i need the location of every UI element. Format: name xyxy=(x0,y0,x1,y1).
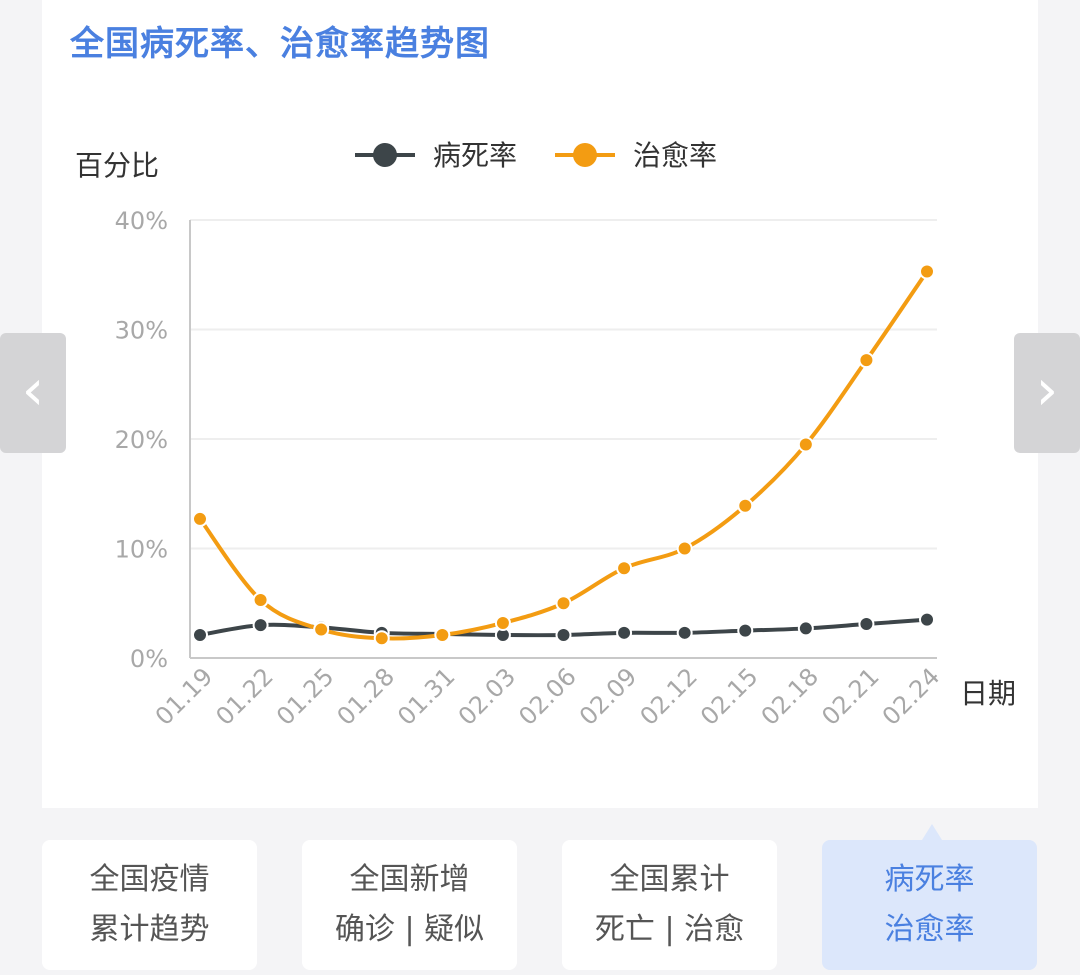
tab-label: 累计趋势 xyxy=(89,912,210,947)
x-tick-label: 02.15 xyxy=(695,662,763,730)
legend-label: 病死率 xyxy=(433,139,517,172)
x-tick-label: 02.09 xyxy=(574,662,642,730)
x-tick-label: 01.25 xyxy=(271,662,339,730)
tab-rates[interactable]: 病死率 治愈率 xyxy=(822,840,1037,970)
data-point xyxy=(313,621,330,638)
data-point xyxy=(737,497,754,514)
tab-label: 病死率 xyxy=(884,862,975,897)
data-point xyxy=(252,617,269,634)
data-point xyxy=(858,616,875,633)
y-tick-label: 0% xyxy=(130,645,168,673)
tab-label: 治愈率 xyxy=(884,912,975,947)
data-point xyxy=(555,627,572,644)
x-tick-label: 02.03 xyxy=(453,662,521,730)
y-axis-title: 百分比 xyxy=(75,149,159,182)
data-point xyxy=(616,624,633,641)
chevron-left-icon: ‹ xyxy=(21,358,45,423)
x-tick-label: 02.06 xyxy=(513,662,581,730)
data-point xyxy=(434,627,451,644)
data-point xyxy=(373,630,390,647)
data-point xyxy=(676,624,693,641)
y-tick-label: 20% xyxy=(115,426,168,454)
data-point xyxy=(919,611,935,628)
tab-label: 死亡 | 治愈 xyxy=(594,912,745,947)
tab-label: 确诊 | 疑似 xyxy=(334,912,485,947)
data-point xyxy=(858,352,875,369)
data-point xyxy=(676,540,693,557)
series-line xyxy=(198,270,929,641)
prev-chart-button[interactable]: ‹ xyxy=(0,333,66,453)
data-point xyxy=(192,627,208,644)
page-title: 全国病死率、治愈率趋势图 xyxy=(70,24,490,64)
y-tick-label: 30% xyxy=(115,317,168,345)
data-point xyxy=(737,622,754,639)
data-point xyxy=(192,510,208,527)
x-tick-label: 01.22 xyxy=(210,662,278,730)
x-tick-label: 02.18 xyxy=(756,662,824,730)
chart-card xyxy=(42,0,1038,808)
x-tick-label: 01.28 xyxy=(332,662,400,730)
active-tab-pointer xyxy=(922,824,942,840)
x-tick-label: 02.12 xyxy=(635,662,703,730)
y-tick-label: 10% xyxy=(115,536,168,564)
x-tick-label: 01.31 xyxy=(392,662,460,730)
data-point xyxy=(797,436,814,453)
tab-label: 全国新增 xyxy=(349,862,470,897)
tab-new-cases[interactable]: 全国新增确诊 | 疑似 xyxy=(302,840,517,970)
legend-marker xyxy=(373,143,397,167)
tab-label: 全国累计 xyxy=(609,862,730,897)
chevron-right-icon: › xyxy=(1035,358,1059,423)
x-axis-title: 日期 xyxy=(960,677,1016,710)
tab-label: 全国疫情 xyxy=(89,862,210,897)
x-tick-label: 02.21 xyxy=(816,662,884,730)
next-chart-button[interactable]: › xyxy=(1014,333,1080,453)
data-point xyxy=(555,595,572,612)
tab-cumulative-trend[interactable]: 全国疫情 累计趋势 xyxy=(42,840,257,970)
data-point xyxy=(797,620,814,637)
data-point xyxy=(494,614,511,631)
data-point xyxy=(616,560,633,577)
legend-label: 治愈率 xyxy=(633,139,717,172)
x-tick-label: 02.24 xyxy=(877,662,945,730)
data-point xyxy=(919,263,935,280)
line-chart: 0%10%20%30%40%01.1901.2201.2501.2801.310… xyxy=(75,139,1016,731)
y-tick-label: 40% xyxy=(115,207,168,235)
tab-deaths-cures[interactable]: 全国累计死亡 | 治愈 xyxy=(562,840,777,970)
data-point xyxy=(252,591,269,608)
legend-marker xyxy=(573,143,597,167)
